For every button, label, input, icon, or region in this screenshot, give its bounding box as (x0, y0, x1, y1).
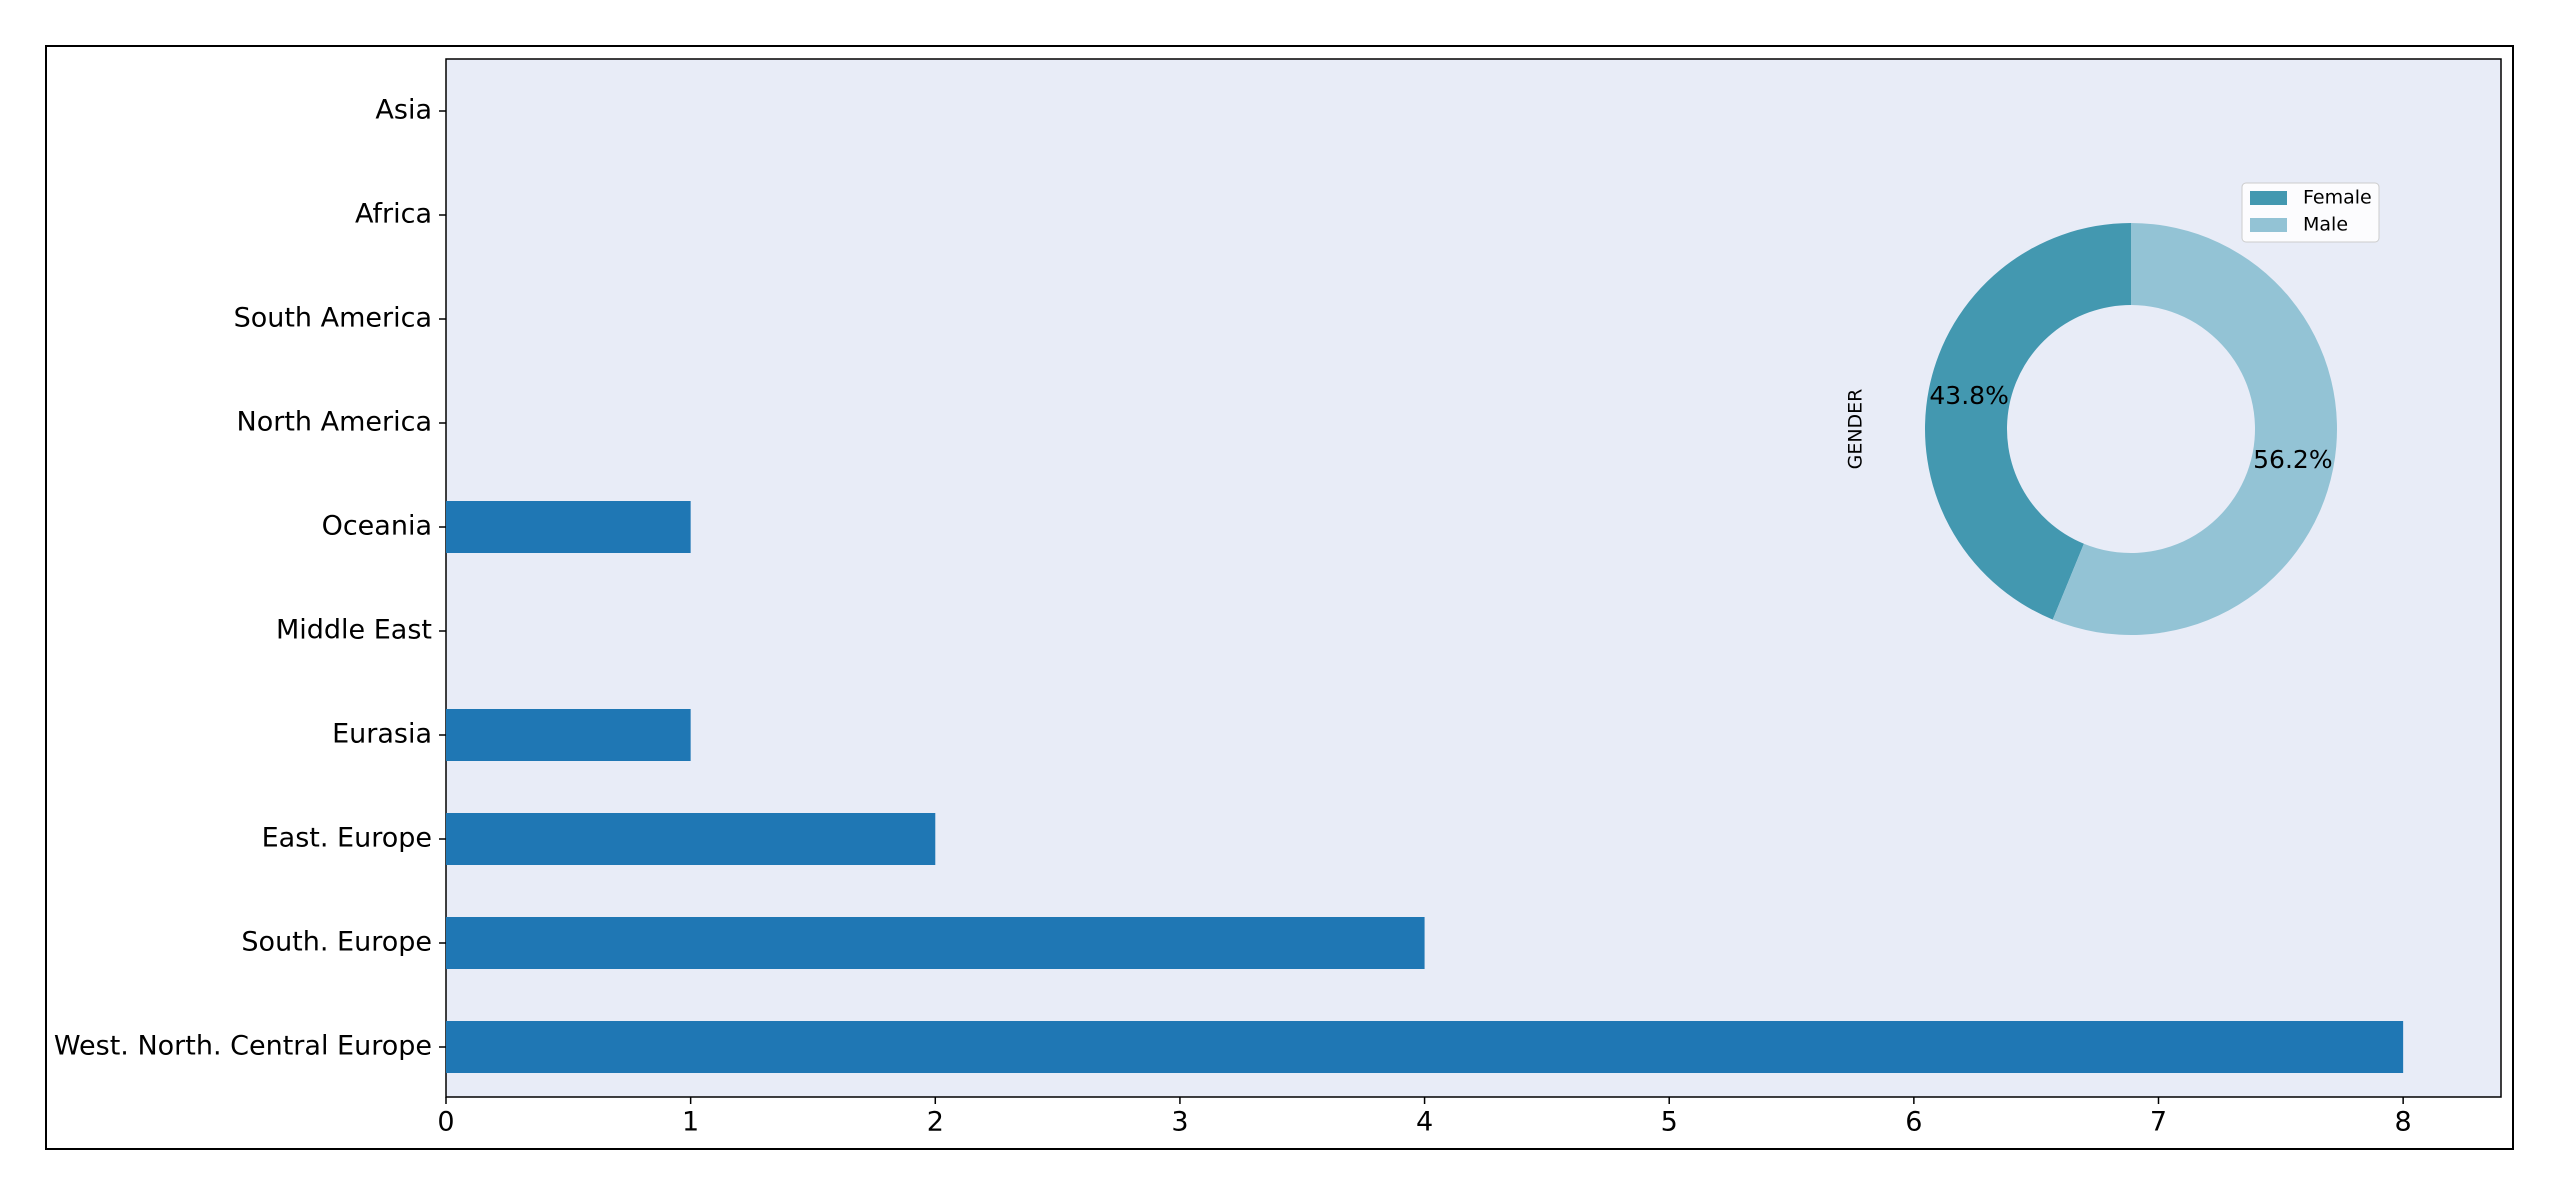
x-tick-label: 2 (927, 1107, 944, 1138)
donut-wedge (1925, 223, 2131, 620)
x-tick-label: 8 (2395, 1107, 2412, 1138)
wedge-label: 56.2% (2253, 445, 2332, 474)
legend-swatch (2250, 191, 2287, 205)
bar (446, 1021, 2404, 1073)
y-tick-label: Middle East (276, 615, 432, 646)
wedge-label: 43.8% (1929, 381, 2008, 410)
x-tick-label: 6 (1905, 1107, 1922, 1138)
y-tick-label: Africa (355, 199, 432, 230)
x-tick-label: 3 (1171, 1107, 1188, 1138)
y-tick-label: South. Europe (241, 927, 432, 958)
y-tick-label: East. Europe (262, 823, 432, 854)
legend-label: Female (2303, 187, 2372, 209)
bar (446, 813, 936, 865)
y-tick-label: Eurasia (332, 719, 432, 750)
bar (446, 501, 691, 553)
legend-label: Male (2303, 214, 2348, 236)
legend-swatch (2250, 218, 2287, 232)
x-tick-label: 4 (1416, 1107, 1433, 1138)
legend: Female Male (2241, 182, 2380, 243)
y-tick-label: Asia (375, 95, 432, 126)
y-tick-label: West. North. Central Europe (54, 1031, 432, 1062)
y-tick-label: South America (234, 303, 432, 334)
x-tick-label: 7 (2150, 1107, 2167, 1138)
x-tick-label: 1 (682, 1107, 699, 1138)
donut-ylabel: GENDER (1845, 389, 1867, 470)
bar (446, 709, 691, 761)
bar (446, 917, 1425, 969)
donut-wedge (2052, 223, 2338, 636)
y-tick-label: Oceania (322, 511, 432, 542)
x-tick-label: 5 (1661, 1107, 1678, 1138)
x-tick-label: 0 (437, 1107, 454, 1138)
y-tick-label: North America (237, 407, 432, 438)
